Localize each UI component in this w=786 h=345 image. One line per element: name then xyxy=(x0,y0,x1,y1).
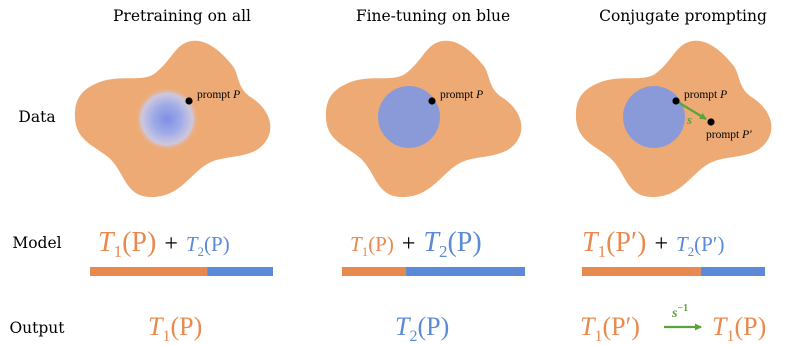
output-sub: 2 xyxy=(409,328,417,345)
model-weight-bars xyxy=(90,267,765,276)
output-t: T xyxy=(712,312,728,341)
output-conjugate-input: T1(P′) xyxy=(580,312,640,345)
model-t2-sub: 2 xyxy=(439,242,448,261)
prompt-label: prompt xyxy=(197,89,233,101)
inverse-shift-base: s xyxy=(671,306,678,321)
row-label-model: Model xyxy=(12,234,61,252)
output-t: T xyxy=(148,312,164,341)
column-header-conjugate: Conjugate prompting xyxy=(599,7,767,25)
output-t: T xyxy=(395,312,411,341)
prompt-prime-point xyxy=(707,118,715,126)
bar-segment-blue xyxy=(207,267,273,276)
output-finetuning: T2(P) xyxy=(395,312,449,345)
model-t2-arg: (P) xyxy=(447,227,481,258)
prompt-var: P xyxy=(232,89,240,101)
output-conjugate-result: T1(P) xyxy=(712,312,766,345)
bar-segment-orange xyxy=(342,267,407,276)
model-plus: + xyxy=(164,231,178,257)
output-arg: (P) xyxy=(417,312,449,341)
prompt-prime-label: prompt xyxy=(706,129,742,141)
column-header-finetuning: Fine-tuning on blue xyxy=(356,7,510,25)
prompt-prime-var: P′ xyxy=(741,129,752,141)
bar-segment-orange xyxy=(90,267,208,276)
model-t2: T xyxy=(186,232,199,256)
model-expression-pretraining: T1(P) + T2(P) xyxy=(98,227,230,261)
model-t1-sub: 1 xyxy=(598,242,607,261)
prompt-point xyxy=(672,97,680,105)
model-t2-sub: 2 xyxy=(198,244,205,259)
model-plus: + xyxy=(402,231,416,257)
prompt-point xyxy=(428,97,436,105)
shift-arrow xyxy=(675,100,707,120)
bar-segment-orange xyxy=(582,267,701,276)
output-sub: 1 xyxy=(726,328,734,345)
model-t1: T xyxy=(582,227,600,258)
svg-text:prompt P′: prompt P′ xyxy=(706,129,752,141)
output-arg: (P′) xyxy=(602,312,639,341)
data-panel-finetuning: prompt P xyxy=(325,40,522,198)
bar-segment-blue xyxy=(700,267,765,276)
model-t2-arg: (P) xyxy=(204,232,230,256)
model-t2: T xyxy=(423,227,441,258)
model-t1-arg: (P′) xyxy=(606,227,646,258)
model-t2-sub: 2 xyxy=(688,244,695,259)
output-arg: (P) xyxy=(734,312,766,341)
prompt-label: prompt xyxy=(440,89,476,101)
blue-distribution xyxy=(378,86,440,148)
fuzzy-distribution xyxy=(135,87,199,151)
model-expression-finetuning: T1(P) + T2(P) xyxy=(350,227,482,261)
prompt-point xyxy=(185,97,193,105)
blue-distribution xyxy=(623,86,685,148)
model-t1: T xyxy=(98,227,116,258)
model-t1-arg: (P) xyxy=(122,227,156,258)
output-sub: 1 xyxy=(162,328,170,345)
row-label-output: Output xyxy=(9,319,65,337)
output-arg: (P) xyxy=(170,312,202,341)
inverse-shift-label: s−1 xyxy=(671,303,688,321)
prompt-var: P xyxy=(475,89,483,101)
column-header-pretraining: Pretraining on all xyxy=(113,7,251,25)
data-panel-conjugate: s prompt P prompt P′ xyxy=(575,40,772,198)
model-t1-sub: 1 xyxy=(114,242,123,261)
model-t2: T xyxy=(676,232,689,256)
svg-text:prompt P: prompt P xyxy=(440,89,483,101)
model-plus: + xyxy=(654,231,668,257)
model-expression-conjugate: T1(P′) + T2(P′) xyxy=(582,227,724,261)
prompt-var: P xyxy=(719,89,727,101)
bar-segment-blue xyxy=(406,267,525,276)
data-panel-pretraining: prompt P xyxy=(74,40,271,198)
model-t1-sub: 1 xyxy=(362,244,369,259)
model-t1: T xyxy=(350,232,363,256)
prompt-label: prompt xyxy=(684,89,720,101)
svg-text:prompt P: prompt P xyxy=(684,89,727,101)
model-t2-arg: (P′) xyxy=(694,232,724,256)
shift-label: s xyxy=(686,112,692,127)
output-t: T xyxy=(580,312,596,341)
model-t1-arg: (P) xyxy=(368,232,394,256)
row-label-data: Data xyxy=(18,108,55,126)
output-pretraining: T1(P) xyxy=(148,312,202,345)
output-sub: 1 xyxy=(594,328,602,345)
svg-text:prompt P: prompt P xyxy=(197,89,240,101)
inverse-shift-exp: −1 xyxy=(677,303,688,314)
